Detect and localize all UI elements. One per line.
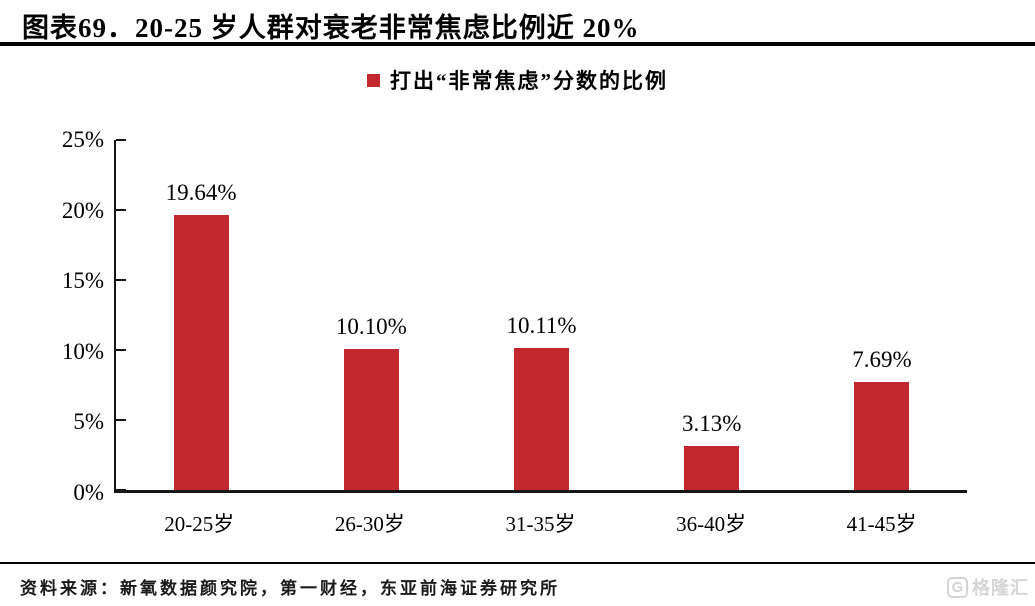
gelonghui-logo-icon: G <box>947 576 968 598</box>
source-note: 资料来源：新氧数据颜究院，第一财经，东亚前海证券研究所 <box>20 579 560 598</box>
x-tick-label: 41-45岁 <box>846 512 917 536</box>
legend-label: 打出“非常焦虑”分数的比例 <box>390 69 668 93</box>
y-tick-mark <box>116 139 126 141</box>
y-tick-label: 15% <box>61 268 104 294</box>
bar <box>173 215 229 490</box>
y-tick-mark <box>116 209 126 211</box>
gelonghui-watermark: G 格隆汇 <box>947 574 1029 600</box>
bar <box>514 348 569 490</box>
y-tick-label: 10% <box>61 338 104 364</box>
x-tick-label: 31-35岁 <box>505 512 576 536</box>
bar-slot: 10.11% <box>456 140 626 490</box>
title-divider <box>0 42 1035 46</box>
x-tick-label: 20-25岁 <box>164 512 235 536</box>
bar-value-label: 7.69% <box>852 347 912 373</box>
bar <box>854 382 910 490</box>
y-tick-label: 20% <box>61 197 104 223</box>
y-tick-mark <box>116 489 126 491</box>
bars-container: 19.64% 10.10% 10.11% 3.13% 7.69% <box>116 140 967 490</box>
bar-value-label: 19.64% <box>165 180 237 206</box>
bar-slot: 3.13% <box>627 140 797 490</box>
y-tick-label: 0% <box>73 480 104 505</box>
bar-value-label: 10.11% <box>506 313 577 339</box>
bar-value-label: 3.13% <box>682 411 742 437</box>
y-tick-mark <box>116 279 126 281</box>
y-tick-mark <box>116 419 126 421</box>
legend: 打出“非常焦虑”分数的比例 <box>0 66 1035 94</box>
y-tick-label: 5% <box>73 409 104 435</box>
x-axis-labels: 20-25岁 26-30岁 31-35岁 36-40岁 41-45岁 <box>114 508 967 538</box>
bar-slot: 7.69% <box>797 140 967 490</box>
footer-divider <box>0 562 1035 564</box>
y-tick-label: 25% <box>61 127 104 152</box>
bar-slot: 19.64% <box>116 140 286 490</box>
gelonghui-logo-text: 格隆汇 <box>972 578 1029 598</box>
y-tick-mark <box>116 349 126 351</box>
bar-value-label: 10.10% <box>335 313 407 339</box>
bar-slot: 10.10% <box>286 140 456 490</box>
bar <box>684 446 740 490</box>
plot-area: 19.64% 10.10% 10.11% 3.13% 7.69% <box>114 139 967 493</box>
x-tick-label: 36-40岁 <box>676 512 747 536</box>
y-axis-labels: 0% 5% 10% 15% 20% 25% <box>18 127 104 505</box>
x-tick-label: 26-30岁 <box>334 512 405 536</box>
legend-marker-icon <box>367 73 380 87</box>
bar <box>343 348 399 490</box>
chart-title: 图表69．20-25 岁人群对衰老非常焦虑比例近 20% <box>22 13 640 43</box>
